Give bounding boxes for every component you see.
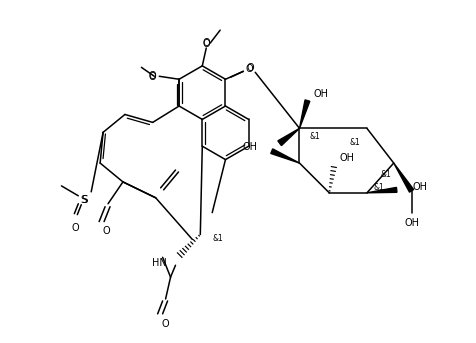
Text: O: O	[149, 72, 156, 82]
Text: &1: &1	[374, 184, 384, 192]
Text: &1: &1	[213, 234, 224, 243]
Text: HN: HN	[152, 258, 167, 268]
Text: OH: OH	[413, 182, 427, 192]
Text: OH: OH	[243, 142, 258, 152]
Text: OH: OH	[313, 88, 328, 99]
Polygon shape	[394, 163, 414, 192]
Text: S: S	[81, 195, 88, 205]
Text: O: O	[246, 64, 253, 74]
Polygon shape	[271, 149, 299, 163]
Text: O: O	[202, 38, 210, 48]
Text: O: O	[71, 223, 79, 233]
Text: &1: &1	[350, 138, 360, 147]
Text: OH: OH	[404, 217, 419, 228]
Text: O: O	[162, 319, 169, 329]
Text: &1: &1	[310, 132, 321, 141]
Text: &1: &1	[380, 170, 391, 179]
Polygon shape	[367, 187, 397, 193]
Text: O: O	[149, 71, 156, 81]
Text: O: O	[246, 63, 254, 73]
Text: O: O	[202, 39, 210, 49]
Text: O: O	[102, 225, 110, 236]
Text: S: S	[80, 195, 87, 205]
Polygon shape	[299, 100, 310, 128]
Polygon shape	[278, 128, 299, 146]
Text: OH: OH	[339, 153, 354, 163]
